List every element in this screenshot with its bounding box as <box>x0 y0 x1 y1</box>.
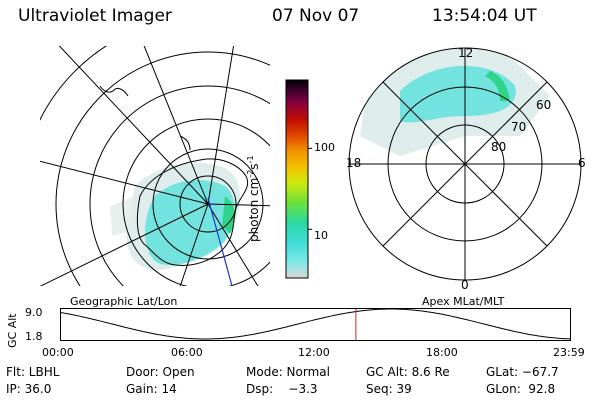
geo-projection-label: Geographic Lat/Lon <box>70 295 178 308</box>
mlt-label-6: 6 <box>578 156 586 170</box>
info-flt: Flt: LBHL <box>6 365 60 379</box>
colorbar-tick-10: 10 <box>314 229 328 242</box>
geo-scatter <box>110 196 135 236</box>
info-seq: Seq: 39 <box>366 382 412 396</box>
alt-strip-frame <box>60 308 571 341</box>
polar-aurora-edge <box>485 71 510 101</box>
mlt-label-12: 12 <box>458 46 474 60</box>
polar-aurora-bright <box>400 65 516 123</box>
info-glon: GLon: 92.8 <box>486 382 556 396</box>
info-gc-alt: GC Alt: 8.6 Re <box>366 365 450 379</box>
continent-outline <box>136 158 249 266</box>
alt-xtick-1800: 18:00 <box>426 346 458 359</box>
altitude-strip <box>60 308 571 341</box>
geographic-map <box>40 46 270 286</box>
alt-xtick-2359: 23:59 <box>553 346 585 359</box>
polar-mlt-map <box>348 47 582 281</box>
date-label: 07 Nov 07 <box>272 6 360 26</box>
info-mode: Mode: Normal <box>246 365 330 379</box>
info-glat: GLat: −67.7 <box>486 365 559 379</box>
alt-xtick-0000: 00:00 <box>42 346 74 359</box>
polar-projection-label: Apex MLat/MLT <box>422 295 505 308</box>
alt-ytick-low: 1.8 <box>25 330 43 343</box>
geo-aurora-bright <box>144 180 235 265</box>
alt-curve <box>60 308 571 340</box>
alt-xtick-0600: 06:00 <box>171 346 203 359</box>
info-dsp: Dsp: −3.3 <box>246 382 318 396</box>
time-label: 13:54:04 UT <box>432 6 537 26</box>
mlat-label-80: 80 <box>491 140 507 154</box>
info-door: Door: Open <box>126 365 195 379</box>
alt-ytick-high: 9.0 <box>25 306 43 319</box>
mlt-label-0: 0 <box>461 278 469 292</box>
mlat-label-60: 60 <box>536 98 552 112</box>
info-ip: IP: 36.0 <box>6 382 52 396</box>
alt-xtick-1200: 12:00 <box>298 346 330 359</box>
alt-ylabel: GC Alt <box>6 313 19 348</box>
mlt-label-18: 18 <box>346 156 362 170</box>
colorbar-tick-100: 100 <box>314 141 335 154</box>
mlat-label-70: 70 <box>511 120 527 134</box>
satellite-track <box>207 197 233 286</box>
info-gain: Gain: 14 <box>126 382 177 396</box>
colorbar-gradient <box>285 79 309 279</box>
colorbar <box>285 79 312 279</box>
instrument-title: Ultraviolet Imager <box>18 6 172 26</box>
geo-aurora-edge <box>222 196 235 234</box>
colorbar-unit-label: photon cm-2s-1 <box>246 155 261 242</box>
